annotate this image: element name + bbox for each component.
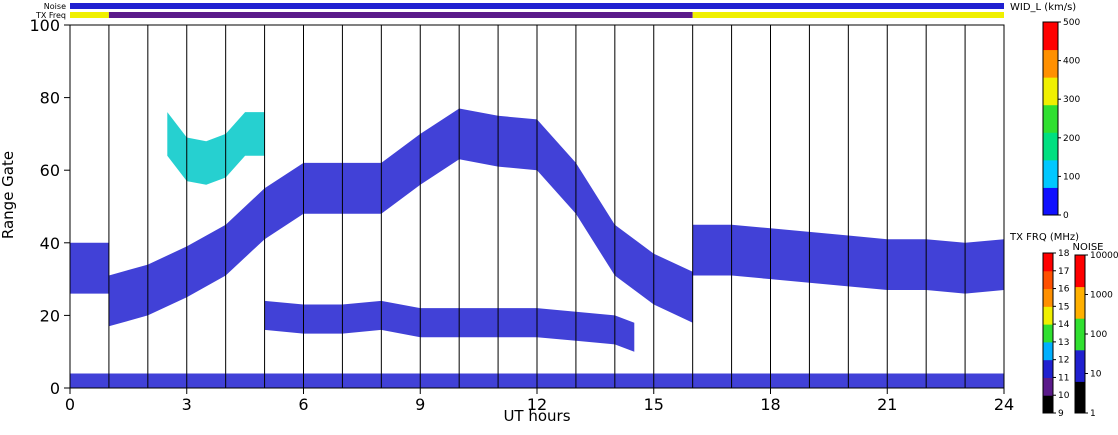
colorbar-tick-label: 15: [1058, 302, 1069, 312]
colorbar-tick-label: 16: [1058, 285, 1070, 295]
y-axis-title: Range Gate: [0, 151, 17, 239]
colorbar-tick-label: 1: [1090, 409, 1096, 419]
axes: 0 3 6 9 12 15 18 21 24 0 20 40 60 80 100: [29, 16, 1014, 414]
colorbar-tick-label: 100: [1063, 172, 1080, 182]
colorbar-tick-label: 100: [1090, 330, 1107, 340]
colorbar-segment: [1043, 22, 1058, 51]
colorbar-segment: [1043, 270, 1053, 290]
y-tick-label: 20: [40, 306, 60, 325]
colorbar-tick-label: 1000: [1090, 291, 1113, 301]
colorbar-segment: [1043, 159, 1058, 188]
colorbar-title: NOISE: [1073, 242, 1104, 253]
colorbar-segment: [1043, 187, 1058, 216]
colorbar-segment: [1043, 395, 1053, 414]
colorbar-tick-label: 10: [1090, 370, 1102, 380]
strip-label: Noise: [44, 2, 66, 11]
colorbar-segment: [1075, 381, 1085, 414]
colorbar-tick-label: 9: [1058, 409, 1064, 419]
x-tick-label: 3: [182, 395, 192, 414]
y-tick-label: 80: [40, 89, 60, 108]
colorbar-segment: [1043, 104, 1058, 133]
colorbar-frame: [1042, 21, 1059, 216]
strip-segment: [70, 12, 109, 18]
strip-segment: [108, 12, 693, 18]
colorbar-segment: [1043, 324, 1053, 343]
x-tick-label: 9: [415, 395, 425, 414]
time-gridlines: [108, 25, 966, 388]
colorbar-tick-label: 13: [1058, 338, 1069, 348]
colorbar-tick-label: 400: [1063, 57, 1080, 67]
colorbar-tick-label: 14: [1058, 320, 1070, 330]
y-tick-label: 100: [29, 16, 60, 35]
x-tick-label: 21: [877, 395, 897, 414]
x-tick-label: 6: [298, 395, 308, 414]
colorbar-tick-label: 18: [1058, 249, 1070, 259]
x-tick-label: 12: [527, 395, 547, 414]
y-tick-label: 0: [50, 379, 60, 398]
colorbar-segment: [1043, 359, 1053, 378]
colorbar-tick-label: 0: [1063, 211, 1069, 221]
colorbar-tick-label: 10: [1058, 391, 1070, 401]
y-tick-label: 40: [40, 234, 60, 253]
echo-band-low-band: [264, 300, 635, 352]
colorbar-frame: [1042, 252, 1054, 414]
colorbar-segment: [1043, 77, 1058, 106]
colorbar-tick-label: 17: [1058, 267, 1069, 277]
x-tick-label: 0: [65, 395, 75, 414]
colorbar-tick-label: 300: [1063, 95, 1080, 105]
colorbar-tick-label: 12: [1058, 356, 1069, 366]
x-tick-label: 24: [994, 395, 1014, 414]
colorbars: WID_L (km/s) 0 100 200 300 400 500 TX FRQ (MHz)…: [1009, 2, 1118, 419]
echo-band-cusp-patch: [167, 112, 265, 185]
colorbar-segment: [1043, 49, 1058, 78]
colorbar-segment: [1043, 306, 1053, 325]
x-axis-title: UT hours: [503, 407, 570, 425]
colorbar-title: WID_L (km/s): [1010, 2, 1076, 13]
y-tick-label: 60: [40, 161, 60, 180]
colorbar-title: TX FRQ (MHz): [1009, 232, 1079, 243]
top-status-strips: [70, 3, 1004, 18]
strip-segment: [692, 12, 1004, 18]
colorbar-tick-label: 200: [1063, 134, 1080, 144]
colorbar-tick-label: 10000: [1090, 251, 1118, 261]
colorbar-tick-label: 500: [1063, 18, 1080, 28]
strip-label: TX Freq: [35, 11, 66, 20]
strip-segment: [70, 3, 1004, 9]
colorbar-segment: [1075, 286, 1085, 319]
colorbar-segment: [1043, 253, 1053, 272]
colorbar-segment: [1075, 349, 1085, 382]
colorbar-segment: [1043, 377, 1053, 396]
colorbar-tick-label: 11: [1058, 373, 1069, 383]
x-tick-label: 18: [760, 395, 780, 414]
x-tick-label: 15: [644, 395, 664, 414]
colorbar-segment: [1043, 132, 1058, 161]
colorbar-segment: [1043, 341, 1053, 361]
colorbar-segment: [1075, 318, 1085, 351]
colorbar-segment: [1075, 255, 1085, 288]
colorbar-segment: [1043, 288, 1053, 307]
